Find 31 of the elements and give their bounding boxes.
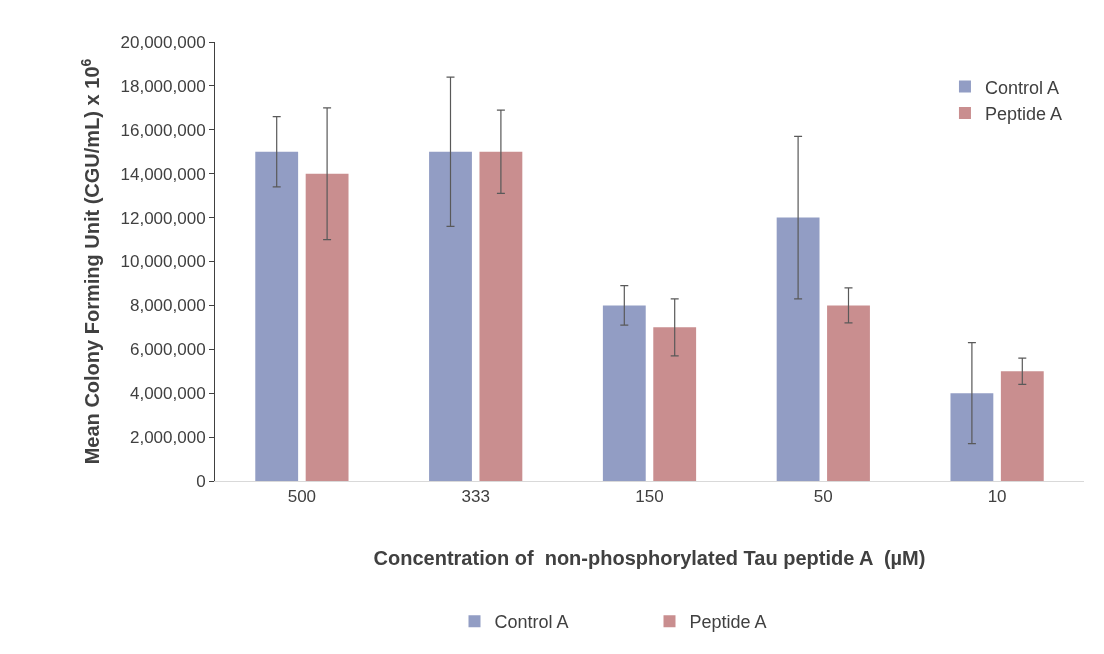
- y-tick-label: 0: [196, 471, 206, 491]
- x-tick-label: 500: [287, 487, 317, 507]
- x-tick-label: 10: [987, 487, 1007, 507]
- bar: [653, 327, 697, 481]
- x-tick-label: 150: [635, 487, 664, 507]
- y-tick-label: 16,000,000: [120, 120, 206, 140]
- text: Peptide A: [689, 612, 767, 633]
- bar: [776, 217, 820, 481]
- bar: [429, 151, 472, 481]
- y-tick-label: 14,000,000: [120, 164, 206, 184]
- y-tick-label: 6,000,000: [129, 340, 206, 360]
- y-tick-label: 12,000,000: [120, 208, 206, 228]
- bar: [255, 151, 299, 481]
- y-tick-label: 8,000,000: [129, 296, 206, 316]
- x-tick-label: 333: [461, 487, 490, 507]
- bar: [479, 151, 523, 481]
- bar: [305, 173, 349, 481]
- x-tick-label: 50: [813, 487, 833, 507]
- bar: [950, 393, 994, 481]
- bar: [1000, 371, 1044, 481]
- y-tick-label: 20,000,000: [120, 32, 206, 52]
- y-tick-label: 10,000,000: [120, 252, 206, 272]
- y-tick-label: 4,000,000: [129, 384, 206, 404]
- y-tick-label: 2,000,000: [129, 428, 206, 448]
- bar: [827, 305, 870, 481]
- y-tick-label: 18,000,000: [120, 76, 206, 96]
- text: Control A: [494, 612, 569, 633]
- legend-label: Control A: [984, 77, 1060, 98]
- legend-label: Peptide A: [984, 103, 1063, 124]
- bar: [602, 305, 646, 481]
- x-axis-title: Concentration of non-phosphorylated Tau peptide A (µM): [373, 546, 926, 569]
